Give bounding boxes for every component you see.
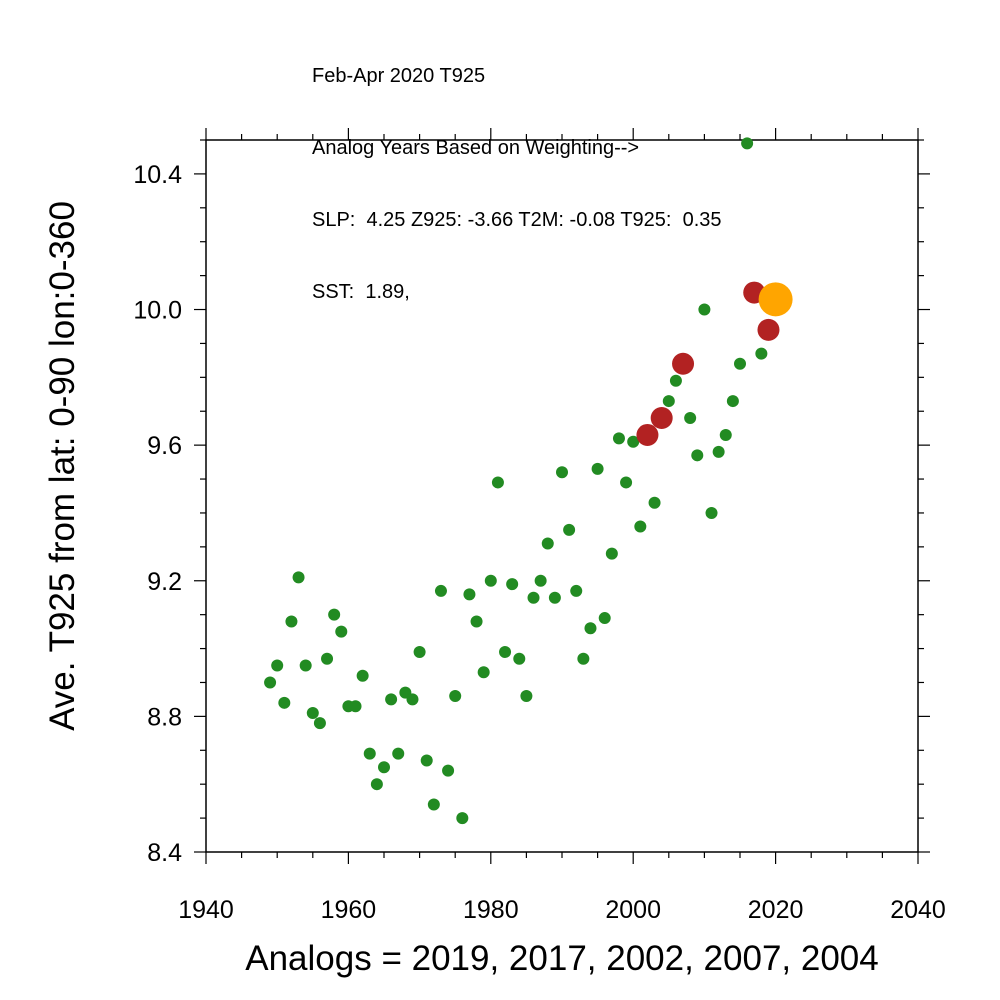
year-point (292, 571, 305, 584)
target-year-point (758, 282, 793, 317)
year-point (385, 693, 398, 706)
year-point (271, 659, 284, 672)
year-point (662, 395, 675, 408)
chart-title: Feb-Apr 2020 T925 Analog Years Based on … (312, 16, 722, 328)
year-point (719, 428, 732, 441)
year-point (520, 690, 533, 703)
year-point (627, 435, 640, 448)
year-point (299, 659, 312, 672)
year-point (527, 591, 540, 604)
year-point (598, 612, 611, 625)
x-tick-label: 2020 (748, 896, 804, 924)
x-tick-label: 2040 (890, 896, 946, 924)
x-tick-label: 1980 (463, 896, 519, 924)
year-point (705, 506, 718, 519)
axis-ticks (194, 128, 930, 864)
year-point (363, 747, 376, 760)
y-tick-label: 9.2 (147, 568, 182, 596)
title-line-2: Analog Years Based on Weighting--> (312, 137, 640, 159)
title-line-3: SLP: 4.25 Z925: -3.66 T2M: -0.08 T925: 0… (312, 209, 722, 231)
year-point (356, 669, 369, 682)
year-point (442, 764, 455, 777)
year-point (370, 778, 383, 791)
year-point (463, 588, 476, 601)
year-point (427, 798, 440, 811)
year-point (413, 645, 426, 658)
y-tick-label: 8.8 (147, 703, 182, 731)
year-point (612, 432, 625, 445)
year-point (648, 496, 661, 509)
year-point (484, 574, 497, 587)
year-point (406, 693, 419, 706)
data-points (264, 137, 793, 825)
year-point (449, 690, 462, 703)
analog-year-point (650, 407, 673, 430)
title-line-1: Feb-Apr 2020 T925 (312, 65, 486, 87)
year-point (605, 547, 618, 560)
year-point (506, 578, 519, 591)
year-point (285, 615, 298, 628)
year-point (499, 645, 512, 658)
year-point (456, 812, 469, 825)
y-tick-label: 9.6 (147, 432, 182, 460)
year-point (477, 666, 490, 679)
year-point (698, 303, 711, 316)
analog-year-point (757, 318, 780, 341)
x-axis-label: Analogs = 2019, 2017, 2002, 2007, 2004 (245, 939, 879, 978)
y-axis-label: Ave. T925 from lat: 0-90 lon:0-360 (43, 201, 82, 731)
plot-frame (205, 139, 919, 853)
year-point (634, 520, 647, 533)
title-line-4: SST: 1.89, (312, 281, 410, 303)
year-point (563, 523, 576, 536)
year-point (321, 652, 334, 665)
analog-year-point (636, 423, 659, 446)
year-point (741, 137, 754, 150)
year-point (278, 696, 291, 709)
year-point (470, 615, 483, 628)
year-point (712, 445, 725, 458)
year-point (434, 584, 447, 597)
y-tick-label: 10.0 (133, 297, 182, 325)
year-point (420, 754, 433, 767)
x-tick-label: 2000 (605, 896, 661, 924)
year-point (541, 537, 554, 550)
year-point (755, 347, 768, 360)
year-point (313, 717, 326, 730)
year-point (349, 700, 362, 713)
year-point (691, 449, 704, 462)
year-point (669, 374, 682, 387)
year-point (620, 476, 633, 489)
analog-year-point (672, 352, 695, 375)
y-tick-label: 10.4 (133, 161, 182, 189)
year-point (328, 608, 341, 621)
x-tick-label: 1940 (178, 896, 234, 924)
year-point (556, 466, 568, 479)
year-point (577, 652, 590, 665)
year-point (591, 462, 604, 475)
year-point (734, 357, 746, 370)
axis-tick-labels: 1940 1960 1980 2000 2020 2040 8.4 8.8 9.2 9.6 10.0… (133, 161, 945, 924)
year-point (306, 706, 319, 719)
year-point (491, 476, 504, 489)
x-tick-label: 1960 (321, 896, 377, 924)
year-point (570, 584, 583, 597)
year-point (392, 747, 405, 760)
year-point (534, 574, 547, 587)
y-tick-label: 8.4 (147, 839, 182, 867)
year-point (726, 395, 739, 408)
year-point (264, 676, 277, 689)
year-point (378, 761, 390, 774)
year-point (548, 591, 561, 604)
year-point (513, 652, 526, 665)
year-point (584, 622, 597, 635)
year-point (335, 625, 348, 638)
year-point (684, 412, 697, 425)
